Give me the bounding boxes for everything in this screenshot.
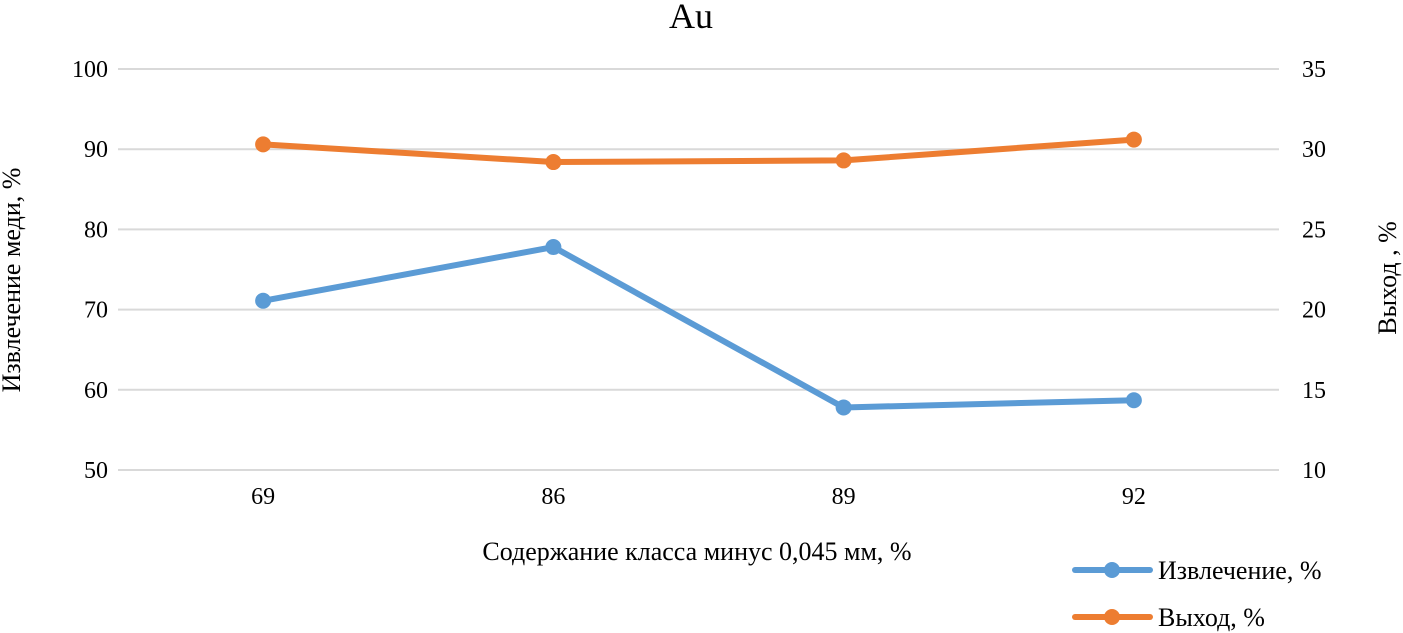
y-tick-label: 80 (84, 217, 108, 243)
data-point-yield (545, 154, 562, 171)
y2-tick-label: 10 (1302, 458, 1326, 484)
y-tick-label: 60 (84, 378, 108, 404)
series-line-yield (260, 136, 1137, 166)
x-axis-ticks: 69 86 89 92 (251, 484, 1146, 510)
y2-tick-label: 25 (1302, 217, 1326, 243)
y-axis-ticks: 50 60 70 80 90 100 (72, 57, 108, 484)
x-tick-label: 69 (251, 484, 275, 510)
x-tick-label: 86 (541, 484, 565, 510)
y2-tick-label: 30 (1302, 137, 1326, 163)
data-point-yield (1125, 131, 1142, 148)
data-point-recovery (545, 239, 562, 256)
y-tick-label: 70 (84, 298, 108, 324)
y2-tick-label: 35 (1302, 57, 1326, 83)
legend-item-recovery: Извлечение, % (1072, 556, 1322, 585)
y-tick-label: 50 (84, 458, 108, 484)
legend-item-yield: Выход, % (1072, 603, 1265, 632)
data-point-recovery (1125, 392, 1142, 409)
legend: Извлечение, % Выход, % (1072, 556, 1322, 632)
legend-marker-recovery (1104, 562, 1120, 578)
y2-tick-label: 20 (1302, 298, 1326, 324)
gridlines (118, 68, 1279, 471)
x-tick-label: 92 (1122, 484, 1146, 510)
y2-axis-ticks: 10 15 20 25 30 35 (1302, 57, 1326, 484)
y2-axis-title: Выход , % (1373, 221, 1402, 334)
x-axis-title: Содержание класса минус 0,045 мм, % (482, 537, 911, 566)
series-layer (255, 131, 1142, 416)
series-line-recovery (260, 244, 1137, 411)
x-tick-label: 89 (832, 484, 856, 510)
legend-label-yield: Выход, % (1158, 603, 1265, 632)
y-tick-label: 90 (84, 137, 108, 163)
y-tick-label: 100 (72, 57, 108, 83)
chart-title: Au (669, 0, 713, 36)
data-point-recovery (835, 399, 852, 416)
legend-label-recovery: Извлечение, % (1158, 556, 1322, 585)
data-point-recovery (255, 292, 272, 309)
data-point-yield (835, 152, 852, 169)
data-point-yield (255, 136, 272, 153)
y2-tick-label: 15 (1302, 378, 1326, 404)
y-axis-title: Извлечение меди, % (0, 168, 26, 393)
legend-marker-yield (1104, 609, 1120, 625)
